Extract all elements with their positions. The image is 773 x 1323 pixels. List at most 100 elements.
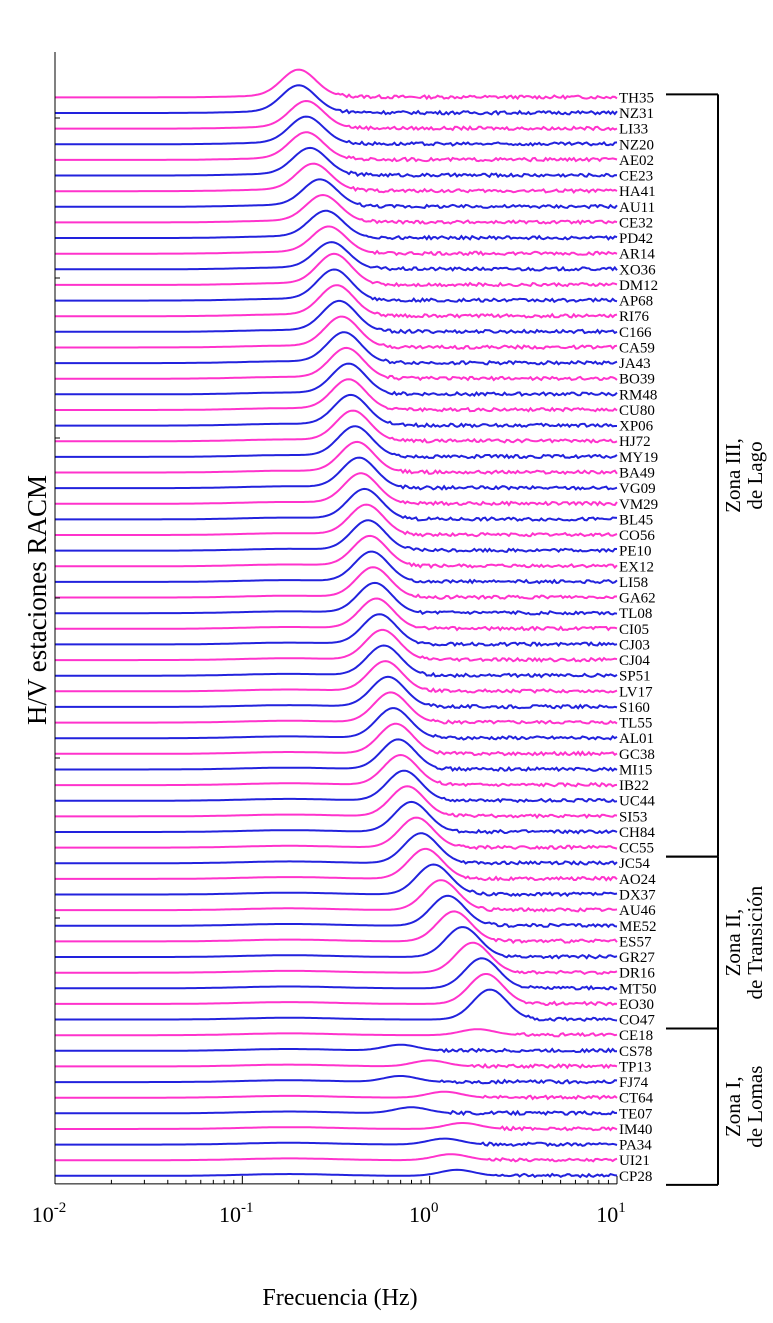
station-label: AO24 [619,872,656,888]
station-label: NZ31 [619,106,654,122]
station-label: CS78 [619,1044,652,1060]
hv-curve-ce23 [55,146,618,179]
hv-curve-ex12 [55,534,618,570]
hv-curve-pe10 [55,519,618,554]
hv-curve-hj72 [55,409,618,444]
hv-curve-ca59 [55,315,618,350]
station-label: UI21 [619,1153,650,1169]
station-label: GR27 [619,950,655,966]
station-label: MY19 [619,450,658,466]
hv-curve-im40 [55,1122,618,1132]
zone-brackets: Zona III,de Lago Zona II,de Transición Zon… [666,93,767,1186]
station-label: LI33 [619,122,648,138]
station-label: CC55 [619,841,654,857]
station-label: CE18 [619,1028,653,1044]
hv-curve-cj04 [55,628,618,663]
station-label: EX12 [619,559,654,575]
hv-curve-vg09 [55,456,618,491]
hv-curve-ct64 [55,1090,618,1101]
hv-curve-ap68 [55,268,618,304]
hv-curve-pa34 [55,1137,618,1147]
hv-curve-cc55 [55,816,618,851]
hv-curve-ae02 [55,131,618,163]
station-label: XO36 [619,262,656,278]
hv-curve-cs78 [55,1043,617,1054]
hv-curve-tp13 [55,1059,618,1070]
hv-curve-es57 [55,910,618,945]
station-label: TP13 [619,1059,652,1075]
station-label: DX37 [619,888,656,904]
station-label: HJ72 [619,434,651,450]
station-label: HA41 [619,184,656,200]
station-label: PA34 [619,1138,652,1154]
station-label: TH35 [619,90,654,106]
station-label: MI15 [619,763,652,779]
station-label: AR14 [619,247,655,263]
station-label: FJ74 [619,1075,649,1091]
station-label: S160 [619,700,650,716]
station-label: CU80 [619,403,655,419]
hv-curve-cj03 [55,613,618,648]
hv-curve-co56 [55,503,618,538]
hv-curve-au11 [55,178,618,210]
station-label: AL01 [619,731,654,747]
hv-curve-ci05 [55,597,618,632]
station-label: AP68 [619,294,653,310]
hv-curve-nz20 [55,115,618,147]
station-label: C166 [619,325,652,341]
hv-curve-ao24 [55,847,618,882]
axes: 10-2 10-1 100 101 [32,52,626,1227]
station-label: EO30 [619,997,654,1013]
hv-curve-co47 [55,988,618,1022]
hv-curve-pd42 [55,209,618,241]
hv-curve-xp06 [55,393,617,429]
x-tick-label: 10-2 [32,1200,67,1227]
hv-curve-bl45 [55,487,618,522]
hv-curve-tl08 [55,581,618,616]
hv-curve-ch84 [55,800,618,835]
station-label: NZ20 [619,137,654,153]
hv-curve-ar14 [55,225,618,257]
station-label: TE07 [619,1106,653,1122]
station-label: TL55 [619,716,652,732]
hv-curve-bo39 [55,346,618,382]
station-label: CP28 [619,1169,652,1185]
station-label: XP06 [619,419,654,435]
hv-curve-c166 [55,299,618,335]
station-label: VM29 [619,497,658,513]
station-label: CO56 [619,528,655,544]
station-label: UC44 [619,794,655,810]
station-label: CH84 [619,825,655,841]
zone-label: Zona I,de Lomas [721,1066,767,1148]
station-label: ME52 [619,919,657,935]
station-label: TL08 [619,606,652,622]
station-label: AU46 [619,903,656,919]
hv-curve-dr16 [55,941,618,976]
x-tick-label: 100 [409,1200,439,1227]
station-label: CE32 [619,215,653,231]
station-label: VG09 [619,481,656,497]
hv-curve-tl55 [55,691,618,725]
station-label: SI53 [619,809,647,825]
hv-curve-fj74 [55,1075,618,1085]
hv-curve-vm29 [55,472,618,507]
hv-curve-ba49 [55,440,618,476]
station-label: RM48 [619,387,657,403]
hv-curve-cu80 [55,378,618,413]
x-tick-label: 101 [596,1200,626,1227]
station-label: CT64 [619,1091,654,1107]
hv-curve-my19 [55,425,618,460]
zone-label: Zona III,de Lago [721,438,767,513]
hv-curve-sp51 [55,644,618,679]
hv-curve-li33 [55,99,618,132]
hv-curve-mi15 [55,738,618,773]
hv-curve-ri76 [55,284,618,319]
station-label: MT50 [619,981,657,997]
hv-curve-xo36 [55,241,618,272]
hv-curve-li58 [55,550,618,585]
station-label: JA43 [619,356,651,372]
hv-curve-eo30 [55,973,618,1007]
station-label: SP51 [619,669,651,685]
hv-curve-au46 [55,879,618,913]
zone-label: Zona II,de Transición [721,885,767,999]
